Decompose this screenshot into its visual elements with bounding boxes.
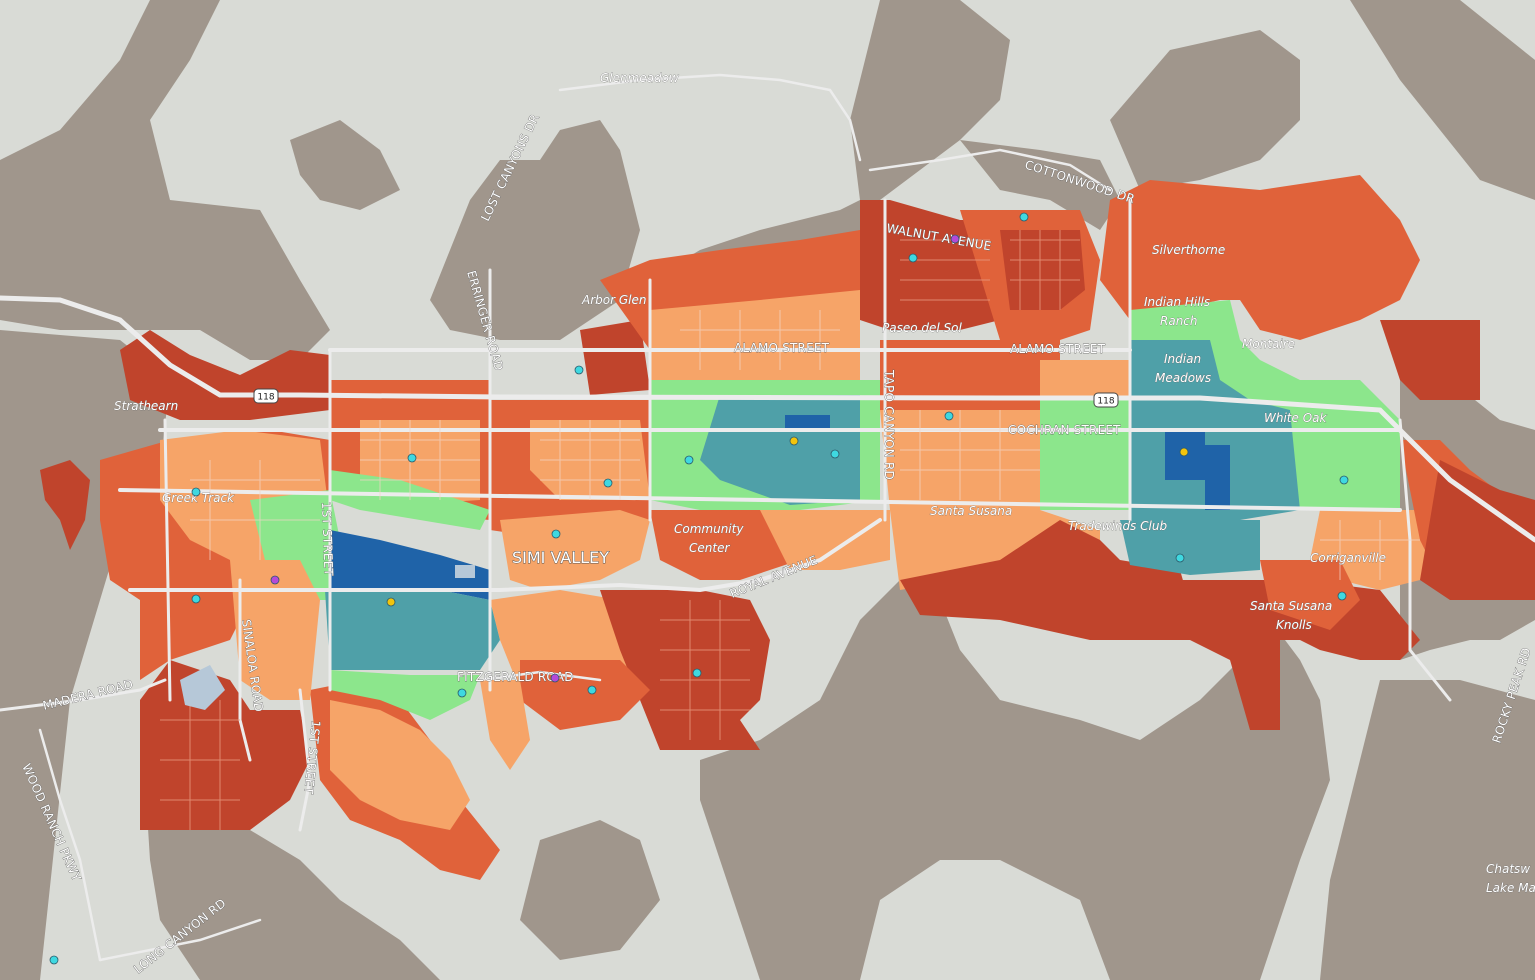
marker-cyan[interactable] bbox=[407, 453, 417, 463]
zone-teal[interactable] bbox=[325, 590, 500, 670]
city-label: SIMI VALLEY bbox=[512, 548, 609, 567]
zone-blue[interactable] bbox=[330, 530, 490, 600]
place-label: White Oak bbox=[1264, 411, 1328, 425]
zone-red-orange[interactable] bbox=[650, 510, 800, 580]
marker-cyan[interactable] bbox=[1339, 475, 1349, 485]
zone-light-orange[interactable] bbox=[230, 560, 320, 700]
zone-red-orange[interactable] bbox=[880, 340, 1060, 410]
highway-shield: 118 bbox=[1093, 392, 1119, 408]
zone-blue[interactable] bbox=[785, 415, 830, 430]
marker-cyan[interactable] bbox=[1337, 591, 1347, 601]
zone-light-green[interactable] bbox=[1040, 400, 1130, 510]
zone-light-orange[interactable] bbox=[480, 680, 530, 770]
marker-cyan[interactable] bbox=[684, 455, 694, 465]
marker-purple[interactable] bbox=[550, 673, 560, 683]
place-label: Tradewinds Club bbox=[1068, 519, 1167, 533]
marker-yellow[interactable] bbox=[386, 597, 396, 607]
zone-dark-red[interactable] bbox=[1180, 580, 1420, 730]
marker-cyan[interactable] bbox=[587, 685, 597, 695]
place-label: Greek Track bbox=[162, 491, 235, 505]
street-label: 1ST STREET bbox=[319, 502, 336, 577]
street-grid bbox=[190, 310, 1420, 580]
place-label: Indian Hills bbox=[1144, 295, 1210, 309]
zone-dark-red[interactable] bbox=[900, 520, 1200, 640]
shield-118-west-label: 118 bbox=[257, 393, 274, 403]
street-label: ALAMO STREET bbox=[1010, 342, 1106, 356]
street-grid-dark bbox=[160, 230, 1080, 830]
highway-shield: 118 bbox=[253, 388, 279, 404]
zone-dark-red[interactable] bbox=[40, 460, 90, 550]
place-label: Santa Susana bbox=[1250, 599, 1332, 613]
marker-cyan[interactable] bbox=[551, 529, 561, 539]
place-label: Paseo del Sol bbox=[882, 321, 962, 335]
zone-dark-red[interactable] bbox=[580, 320, 650, 395]
place-label: Ranch bbox=[1160, 314, 1198, 328]
zone-teal[interactable] bbox=[1120, 520, 1260, 575]
zone-light-orange[interactable] bbox=[650, 290, 860, 380]
marker-cyan[interactable] bbox=[191, 487, 201, 497]
street-label: TAPO CANYON RD bbox=[882, 369, 896, 480]
street-label: ALAMO STREET bbox=[734, 341, 830, 355]
shield-118-east-label: 118 bbox=[1097, 397, 1114, 407]
place-label: Meadows bbox=[1155, 371, 1211, 385]
place-label: Corriganville bbox=[1310, 551, 1386, 565]
zone-light-orange[interactable] bbox=[500, 510, 650, 590]
marker-purple[interactable] bbox=[270, 575, 280, 585]
marker-cyan[interactable] bbox=[908, 253, 918, 263]
zone-blue[interactable] bbox=[1205, 445, 1230, 510]
marker-cyan[interactable] bbox=[574, 365, 584, 375]
street-label: COCHRAN STREET bbox=[1008, 423, 1121, 437]
zone-light-green[interactable] bbox=[1300, 420, 1400, 500]
zone-dark-red[interactable] bbox=[860, 200, 1000, 330]
marker-cyan[interactable] bbox=[692, 668, 702, 678]
marker-cyan[interactable] bbox=[830, 449, 840, 459]
zone-light-orange[interactable] bbox=[330, 700, 470, 830]
place-label: Montaire bbox=[1242, 337, 1295, 351]
water-bodies bbox=[180, 565, 475, 710]
place-label: Indian bbox=[1164, 352, 1201, 366]
street-label: Santa Susana bbox=[930, 504, 1012, 518]
zone-light-orange[interactable] bbox=[760, 510, 890, 570]
zone-light-orange[interactable] bbox=[880, 410, 1060, 510]
marker-yellow[interactable] bbox=[1179, 447, 1189, 457]
marker-cyan[interactable] bbox=[944, 411, 954, 421]
marker-cyan[interactable] bbox=[49, 955, 59, 965]
place-label: Arbor Glen bbox=[581, 293, 646, 307]
point-markers[interactable] bbox=[49, 212, 1349, 965]
zone-red-orange[interactable] bbox=[1260, 560, 1360, 630]
place-label: Silverthorne bbox=[1152, 243, 1225, 257]
place-label: Glenmeadow bbox=[600, 71, 679, 85]
zone-red-orange[interactable] bbox=[1100, 175, 1420, 340]
marker-cyan[interactable] bbox=[1019, 212, 1029, 222]
marker-cyan[interactable] bbox=[191, 594, 201, 604]
marker-cyan[interactable] bbox=[1175, 553, 1185, 563]
marker-purple[interactable] bbox=[950, 234, 960, 244]
marker-yellow[interactable] bbox=[789, 436, 799, 446]
place-label: Center bbox=[689, 541, 730, 555]
marker-cyan[interactable] bbox=[457, 688, 467, 698]
place-label: Lake Ma bbox=[1486, 881, 1535, 895]
place-label: Chatsw bbox=[1486, 862, 1530, 876]
street-label: FITZGERALD ROAD bbox=[457, 670, 574, 684]
zone-dark-red[interactable] bbox=[1420, 460, 1535, 600]
zone-dark-red[interactable] bbox=[1000, 230, 1085, 310]
marker-cyan[interactable] bbox=[603, 478, 613, 488]
zone-light-green[interactable] bbox=[330, 670, 480, 720]
place-labels: Glenmeadow Arbor Glen Strathearn Greek T… bbox=[114, 71, 1535, 896]
zone-dark-red[interactable] bbox=[1380, 320, 1480, 400]
zone-dark-red[interactable] bbox=[140, 660, 310, 830]
road-network bbox=[0, 73, 1535, 962]
place-label: Community bbox=[674, 522, 744, 536]
place-label: Strathearn bbox=[114, 399, 178, 413]
place-label: Knolls bbox=[1276, 618, 1312, 632]
